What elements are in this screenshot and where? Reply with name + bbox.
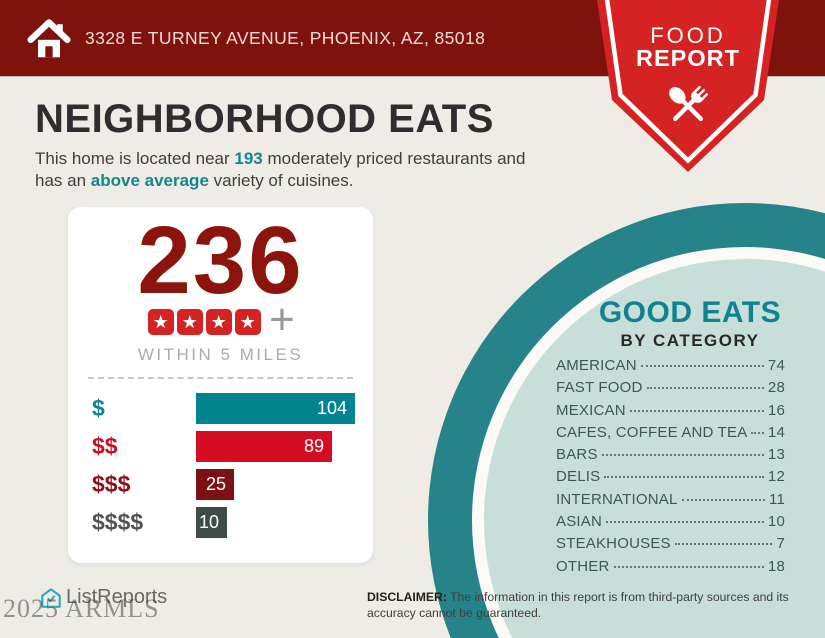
category-label: FAST FOOD <box>556 379 643 397</box>
subtitle: This home is located near 193 moderately… <box>35 148 605 191</box>
dotted-leader <box>674 543 773 546</box>
home-icon <box>27 19 71 58</box>
category-row: INTERNATIONAL 11 <box>556 491 785 513</box>
price-tier-label: $$$$ <box>92 509 144 535</box>
disclaimer: DISCLAIMER: The information in this repo… <box>367 589 799 621</box>
radius-label: WITHIN 5 MILES <box>137 345 304 364</box>
category-row: ASIAN 10 <box>556 513 785 535</box>
subtitle-text: This home is located near <box>35 149 235 168</box>
badge-pennant-shape <box>597 0 779 172</box>
price-bar-row: $$ 89 <box>68 431 373 462</box>
good-eats-title: GOOD EATS <box>598 296 782 329</box>
subtitle-text: has an <box>35 170 91 190</box>
star-icon: ★ <box>176 309 203 335</box>
price-bar-chart: $104 $$ 89 $$$ 25 $$$$ 10 <box>68 393 373 545</box>
category-label: INTERNATIONAL <box>556 490 678 508</box>
badge-title-line1: FOOD <box>650 23 726 48</box>
dotted-leader <box>751 431 764 434</box>
price-bar-row: $$$$ 10 <box>68 507 373 538</box>
dotted-leader <box>681 498 766 501</box>
food-report-badge: FOOD REPORT <box>597 0 779 172</box>
good-eats-heading: GOOD EATS BY CATEGORY <box>548 296 825 351</box>
dotted-leader <box>604 476 764 479</box>
category-row: CAFES, COFFEE AND TEA 14 <box>556 424 785 446</box>
spoon-fork-icon <box>669 85 709 122</box>
category-value: 13 <box>767 446 785 464</box>
category-value: 12 <box>767 468 785 486</box>
restaurant-count: 236 <box>137 207 304 314</box>
dotted-leader <box>606 521 764 524</box>
dashed-divider <box>88 377 353 379</box>
category-value: 7 <box>776 535 785 553</box>
subtitle-accent: above average <box>90 170 209 190</box>
listreports-logo: ListReports <box>40 586 167 609</box>
dotted-leader <box>601 454 764 457</box>
category-row: BARS 13 <box>556 446 785 468</box>
price-bar-row: $104 <box>68 393 373 424</box>
star-rating: ★ ★ ★ ★ + <box>68 295 373 344</box>
disclaimer-line2: accuracy cannot be guaranteed. <box>367 606 542 620</box>
subtitle-text: variety of cuisines. <box>208 170 354 190</box>
category-row: AMERICAN 74 <box>556 357 785 379</box>
category-value: 14 <box>767 423 785 441</box>
dotted-leader <box>629 409 764 412</box>
good-eats-circle <box>428 203 825 638</box>
page-title: NEIGHBORHOOD EATS <box>35 97 494 141</box>
star-icon: ★ <box>234 309 261 335</box>
category-row: DELIS 12 <box>556 468 785 490</box>
watermark: 2025 ARMLS <box>3 594 160 623</box>
category-row: FAST FOOD 28 <box>556 379 785 401</box>
star-icon: ★ <box>147 309 174 335</box>
price-tier-bar: 25 <box>196 469 234 500</box>
subtitle-accent: 193 <box>234 149 263 168</box>
listreports-house-icon <box>41 587 61 608</box>
subtitle-text: moderately priced restaurants and <box>262 149 526 168</box>
bar-value: 104 <box>316 398 347 418</box>
category-value: 10 <box>767 513 785 531</box>
dotted-leader <box>646 387 764 390</box>
category-row: OTHER 18 <box>556 558 785 580</box>
restaurant-summary-card: 236 ★ ★ ★ ★ + WITHIN 5 MILES $104 $$ 89 $$$ 25 $$… <box>68 207 373 563</box>
category-value: 16 <box>767 401 785 419</box>
category-value: 11 <box>769 490 785 508</box>
bar-value: 25 <box>205 474 226 494</box>
category-label: DELIS <box>556 468 601 486</box>
category-label: STEAKHOUSES <box>556 535 671 553</box>
price-tier-bar: 10 <box>196 507 227 538</box>
category-label: OTHER <box>556 557 610 575</box>
listreports-logo-text: ListReports <box>66 586 168 608</box>
category-value: 18 <box>767 557 785 575</box>
star-icon: ★ <box>205 309 232 335</box>
category-value: 28 <box>767 379 785 397</box>
category-label: ASIAN <box>556 513 603 531</box>
category-row: MEXICAN 16 <box>556 402 785 424</box>
price-tier-bar: 89 <box>196 431 332 462</box>
price-tier-label: $ <box>92 395 105 421</box>
category-label: BARS <box>556 446 598 464</box>
price-tier-bar: 104 <box>196 393 355 424</box>
bar-value: 89 <box>303 436 324 456</box>
price-tier-label: $$ <box>92 433 118 459</box>
category-value: 74 <box>767 357 785 374</box>
category-label: AMERICAN <box>556 357 637 374</box>
disclaimer-label: DISCLAIMER: <box>367 590 447 604</box>
category-label: MEXICAN <box>556 401 626 419</box>
price-tier-label: $$$ <box>92 471 131 497</box>
good-eats-subtitle: BY CATEGORY <box>620 331 760 350</box>
price-bar-row: $$$ 25 <box>68 469 373 500</box>
disclaimer-line1: The information in this report is from t… <box>446 590 789 604</box>
category-label: CAFES, COFFEE AND TEA <box>556 423 748 441</box>
category-row: STEAKHOUSES 7 <box>556 535 785 557</box>
dotted-leader <box>640 365 764 367</box>
category-list: AMERICAN 74 FAST FOOD 28 MEXICAN 16 CAFES, COF… <box>556 357 785 580</box>
plus-icon: + <box>269 295 295 344</box>
badge-title-line2: REPORT <box>636 45 740 71</box>
dotted-leader <box>613 565 764 568</box>
bar-value: 10 <box>198 512 219 532</box>
property-address: 3328 E TURNEY AVENUE, PHOENIX, AZ, 85018 <box>85 27 486 48</box>
